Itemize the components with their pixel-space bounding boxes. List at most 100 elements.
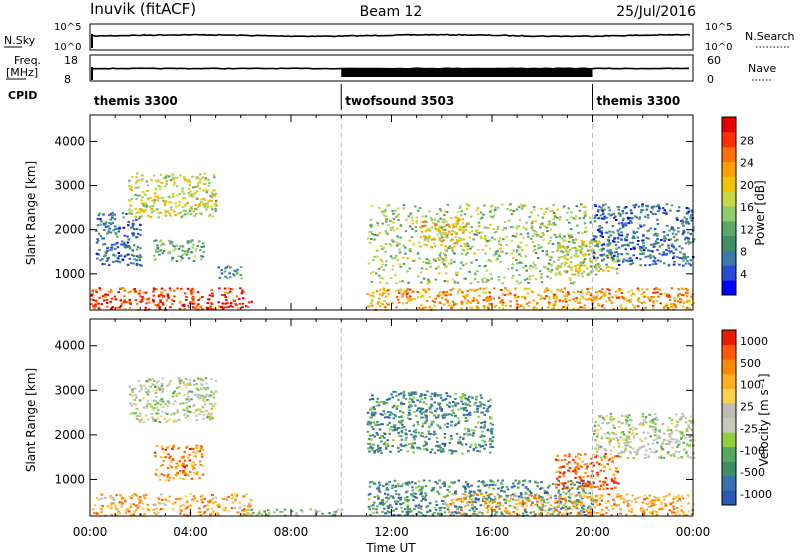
- power-echo: [638, 246, 642, 249]
- power-echo: [619, 227, 622, 230]
- power-echo: [102, 243, 105, 246]
- power-echo: [430, 307, 433, 310]
- velocity-echo: [436, 424, 439, 427]
- velocity-echo: [443, 483, 446, 485]
- power-echo: [152, 290, 155, 293]
- power-echo: [541, 250, 545, 252]
- power-echo: [538, 246, 542, 249]
- power-echo: [584, 213, 588, 216]
- power-echo: [203, 205, 206, 208]
- velocity-echo: [388, 414, 392, 417]
- power-echo: [159, 211, 162, 214]
- power-echo: [560, 256, 563, 259]
- velocity-echo: [247, 503, 251, 506]
- velocity-echo: [199, 408, 202, 411]
- velocity-echo: [376, 494, 379, 497]
- power-echo: [572, 291, 576, 294]
- power-echo: [496, 257, 499, 260]
- power-echo: [585, 267, 589, 270]
- power-echo: [184, 204, 187, 207]
- velocity-echo: [427, 430, 431, 433]
- power-echo: [642, 295, 645, 298]
- power-echo: [460, 210, 464, 213]
- power-echo: [398, 251, 402, 254]
- power-echo: [122, 226, 126, 229]
- power-echo: [455, 238, 459, 241]
- power-echo: [202, 197, 205, 200]
- power-echo: [555, 267, 558, 270]
- power-echo: [117, 252, 121, 254]
- power-echo: [670, 305, 673, 308]
- velocity-echo: [438, 425, 441, 428]
- power-echo: [105, 260, 109, 262]
- power-echo: [104, 293, 108, 296]
- velocity-echo: [233, 507, 237, 510]
- power-echo: [618, 234, 621, 237]
- velocity-echo: [163, 411, 167, 414]
- power-echo: [128, 180, 131, 183]
- power-echo: [425, 258, 429, 260]
- power-echo: [182, 209, 185, 212]
- power-echo: [547, 223, 550, 226]
- power-echo: [593, 256, 596, 259]
- velocity-echo: [177, 385, 181, 388]
- velocity-echo: [391, 487, 394, 490]
- velocity-echo: [523, 508, 527, 511]
- power-echo: [495, 230, 498, 233]
- velocity-echo: [179, 381, 182, 384]
- power-echo: [434, 227, 437, 230]
- power-echo: [673, 299, 677, 302]
- velocity-echo: [383, 443, 386, 446]
- power-echo: [382, 213, 385, 216]
- velocity-echo: [582, 504, 586, 507]
- velocity-echo: [420, 488, 423, 491]
- power-echo: [436, 219, 440, 222]
- power-echo: [670, 287, 674, 290]
- velocity-echo: [525, 497, 528, 500]
- power-echo: [396, 235, 399, 238]
- power-echo: [631, 262, 635, 265]
- velocity-echo: [691, 513, 694, 515]
- power-echo: [487, 307, 490, 310]
- power-echo: [378, 207, 381, 209]
- power-echo: [578, 298, 582, 301]
- velocity-echo: [652, 502, 656, 505]
- power-echo: [145, 205, 149, 207]
- velocity-echo: [165, 499, 169, 502]
- velocity-echo: [455, 423, 458, 426]
- power-echo: [621, 209, 625, 212]
- velocity-echo: [546, 498, 549, 501]
- velocity-echo: [393, 479, 397, 482]
- power-echo: [167, 195, 171, 198]
- velocity-echo: [524, 486, 527, 489]
- velocity-echo: [489, 499, 492, 502]
- velocity-echo: [371, 394, 374, 397]
- power-echo: [484, 252, 487, 255]
- velocity-echo: [101, 505, 104, 507]
- power-echo: [201, 176, 204, 179]
- power-echo: [376, 224, 380, 227]
- power-echo: [563, 295, 566, 298]
- velocity-echo: [182, 471, 185, 474]
- velocity-echo: [156, 507, 159, 510]
- velocity-echo: [192, 411, 196, 414]
- power-echo: [578, 301, 582, 304]
- power-echo: [685, 222, 688, 225]
- velocity-echo: [414, 428, 418, 431]
- velocity-echo: [223, 509, 226, 512]
- power-echo: [458, 239, 461, 242]
- velocity-echo: [471, 396, 474, 399]
- power-echo: [483, 226, 486, 229]
- velocity-echo: [430, 398, 433, 401]
- velocity-echo: [368, 442, 372, 445]
- velocity-echo: [147, 379, 150, 382]
- power-echo: [200, 255, 203, 258]
- power-echo: [583, 306, 587, 309]
- power-echo: [665, 211, 668, 214]
- power-echo: [384, 264, 388, 267]
- velocity-echo: [420, 499, 423, 502]
- power-echo: [630, 248, 633, 251]
- velocity-echo: [166, 412, 169, 415]
- power-echo: [190, 292, 193, 295]
